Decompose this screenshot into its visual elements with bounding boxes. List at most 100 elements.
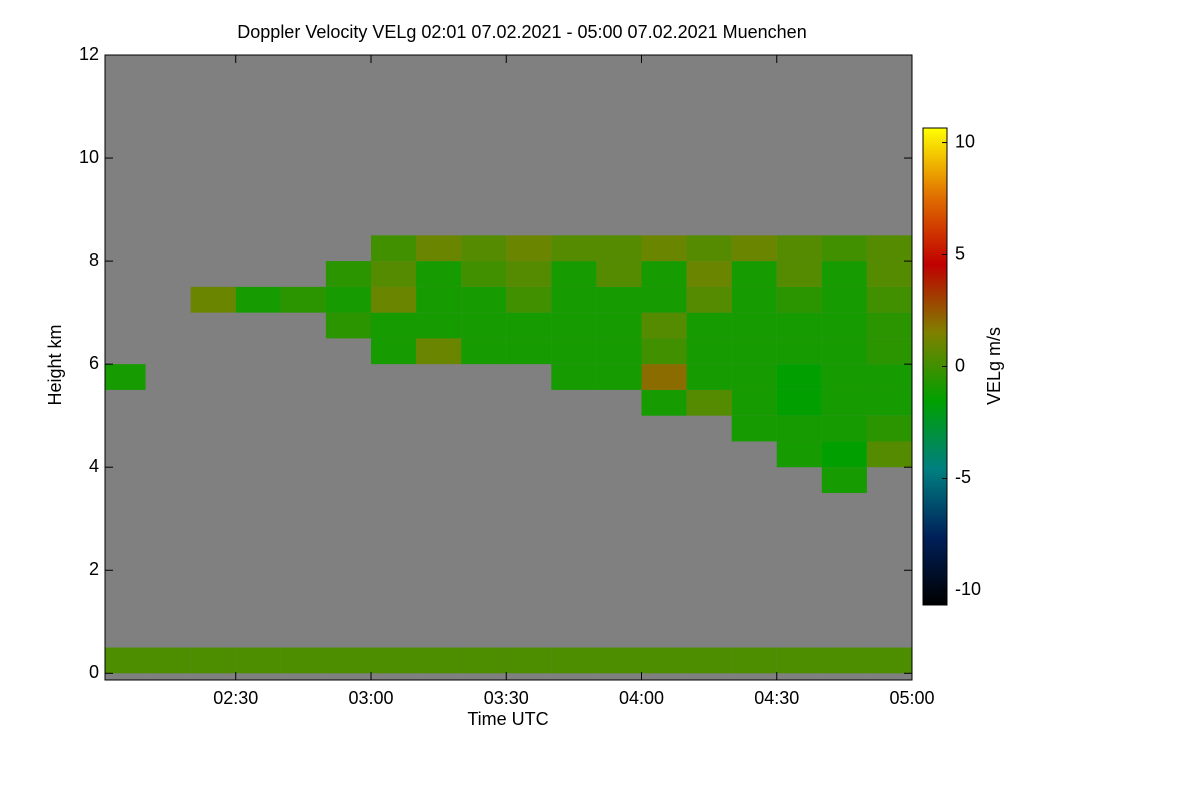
- cell: [686, 286, 732, 313]
- colorbar-tick-label: -5: [955, 467, 971, 487]
- cell: [866, 415, 912, 442]
- y-tick-label: 6: [89, 353, 99, 373]
- x-tick-label: 03:30: [484, 688, 529, 708]
- cell: [776, 261, 822, 287]
- y-tick-label: 12: [79, 44, 99, 64]
- cell: [686, 389, 732, 416]
- colorbar-tick-label: 10: [955, 131, 975, 151]
- cell: [461, 312, 507, 339]
- cell: [641, 647, 687, 674]
- cell: [461, 286, 507, 313]
- cell: [821, 364, 867, 390]
- cell: [370, 312, 417, 339]
- cell: [551, 647, 597, 674]
- cell: [325, 261, 371, 287]
- cell: [235, 286, 281, 313]
- cell: [641, 338, 687, 365]
- cell: [551, 286, 597, 313]
- cell: [596, 364, 642, 390]
- cell: [506, 261, 552, 287]
- cell: [506, 647, 552, 674]
- cell: [776, 338, 822, 365]
- cell: [506, 338, 552, 365]
- cell: [416, 261, 462, 287]
- plot-frame: [104, 54, 913, 681]
- cell: [596, 647, 642, 674]
- cell: [731, 312, 777, 339]
- cell: [731, 235, 777, 262]
- colorbar-tick-label: 0: [955, 355, 965, 375]
- y-tick-label: 8: [89, 250, 99, 270]
- cell: [551, 235, 597, 262]
- cell: [686, 261, 732, 287]
- cell: [641, 389, 687, 416]
- cell: [105, 647, 146, 674]
- cell: [866, 261, 912, 287]
- y-tick-label: 0: [89, 662, 99, 682]
- cell: [416, 235, 462, 262]
- cell: [821, 286, 867, 313]
- cell: [325, 647, 371, 674]
- cells: [105, 235, 912, 674]
- cell: [461, 647, 507, 674]
- cell: [325, 286, 371, 313]
- cell: [596, 312, 642, 339]
- x-tick-label: 04:30: [754, 688, 799, 708]
- cell: [416, 286, 462, 313]
- cell: [731, 338, 777, 365]
- cell: [551, 364, 597, 390]
- cell: [190, 286, 236, 313]
- cell: [506, 286, 552, 313]
- cell: [641, 364, 687, 390]
- cell: [145, 647, 191, 674]
- cell: [641, 261, 687, 287]
- cell: [731, 286, 777, 313]
- cell: [235, 647, 281, 674]
- cell: [821, 235, 867, 262]
- cell: [461, 338, 507, 365]
- cell: [461, 235, 507, 262]
- cell: [641, 286, 687, 313]
- cell: [596, 338, 642, 365]
- x-axis-label: Time UTC: [467, 709, 548, 729]
- cell: [370, 338, 417, 365]
- cell: [686, 312, 732, 339]
- cell: [370, 261, 417, 287]
- cell: [105, 364, 146, 390]
- cell: [866, 364, 912, 390]
- cell: [731, 389, 777, 416]
- cell: [866, 338, 912, 365]
- cell: [776, 286, 822, 313]
- cell: [776, 312, 822, 339]
- cell: [821, 261, 867, 287]
- cell: [686, 364, 732, 390]
- cell: [416, 338, 462, 365]
- cell: [370, 235, 417, 262]
- colorbar-label: VELg m/s: [984, 327, 1004, 405]
- cell: [821, 467, 867, 493]
- cell: [506, 312, 552, 339]
- cell: [866, 647, 912, 674]
- cell: [866, 312, 912, 339]
- cell: [776, 235, 822, 262]
- cell: [506, 235, 552, 262]
- cell: [776, 441, 822, 468]
- cell: [866, 286, 912, 313]
- cell: [596, 235, 642, 262]
- cell: [416, 647, 462, 674]
- cell: [325, 312, 371, 339]
- cell: [776, 415, 822, 442]
- cell: [551, 312, 597, 339]
- x-tick-label: 03:00: [348, 688, 393, 708]
- cell: [866, 389, 912, 416]
- cell: [280, 647, 326, 674]
- cell: [596, 286, 642, 313]
- cell: [866, 235, 912, 262]
- cell: [731, 261, 777, 287]
- x-tick-label: 02:30: [213, 688, 258, 708]
- cell: [821, 338, 867, 365]
- colorbar-tick-label: -10: [955, 579, 981, 599]
- cell: [821, 647, 867, 674]
- cell: [370, 647, 417, 674]
- cell: [596, 261, 642, 287]
